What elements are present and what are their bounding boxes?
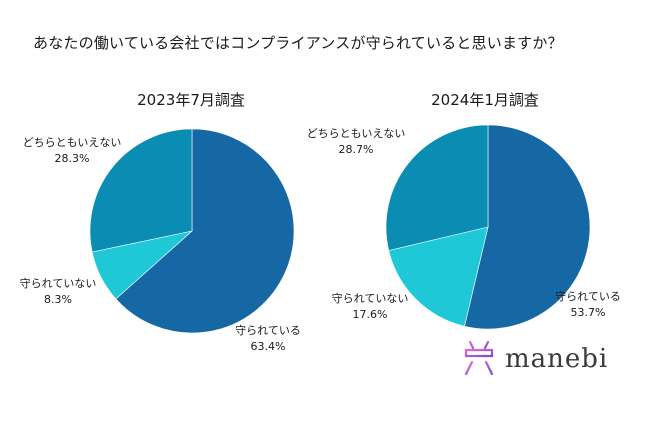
slice-label-2-3: どちらともいえない	[307, 127, 406, 140]
slice-label-2-1: 守られている	[555, 289, 621, 303]
pie-slice-2-3	[385, 124, 489, 251]
manebi-logo-icon	[462, 340, 496, 376]
slice-label-1-1: 守られている	[235, 323, 301, 337]
pie-title-1: 2023年7月調査	[137, 91, 245, 109]
chart-main-title: あなたの働いている会社ではコンプライアンスが守られていると思いますか？	[33, 34, 563, 52]
slice-value-2-2: 17.6%	[353, 308, 388, 321]
pie-slice-2-2	[388, 226, 489, 327]
pie-title-2: 2024年1月調査	[431, 91, 539, 109]
slice-value-1-2: 8.3%	[44, 293, 72, 306]
slice-label-1-3: どちらともいえない	[23, 136, 122, 149]
slice-value-1-3: 28.3%	[55, 152, 90, 165]
slice-value-2-3: 28.7%	[339, 143, 374, 156]
slice-value-1-1: 63.4%	[251, 340, 286, 353]
pie-slice-2-1	[464, 124, 591, 330]
slice-label-1-2: 守られていない	[20, 276, 97, 290]
manebi-logo-text: manebi	[505, 344, 609, 374]
slice-label-2-2: 守られていない	[332, 291, 409, 305]
slice-value-2-1: 53.7%	[571, 306, 606, 319]
pie-slice-1-1	[115, 128, 295, 334]
pie-slice-1-3	[89, 128, 193, 253]
